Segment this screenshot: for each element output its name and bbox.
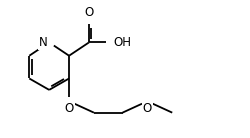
Text: O: O bbox=[143, 102, 152, 115]
Text: O: O bbox=[64, 102, 74, 115]
Text: O: O bbox=[84, 6, 94, 19]
Text: N: N bbox=[39, 36, 48, 49]
Text: OH: OH bbox=[114, 36, 132, 49]
